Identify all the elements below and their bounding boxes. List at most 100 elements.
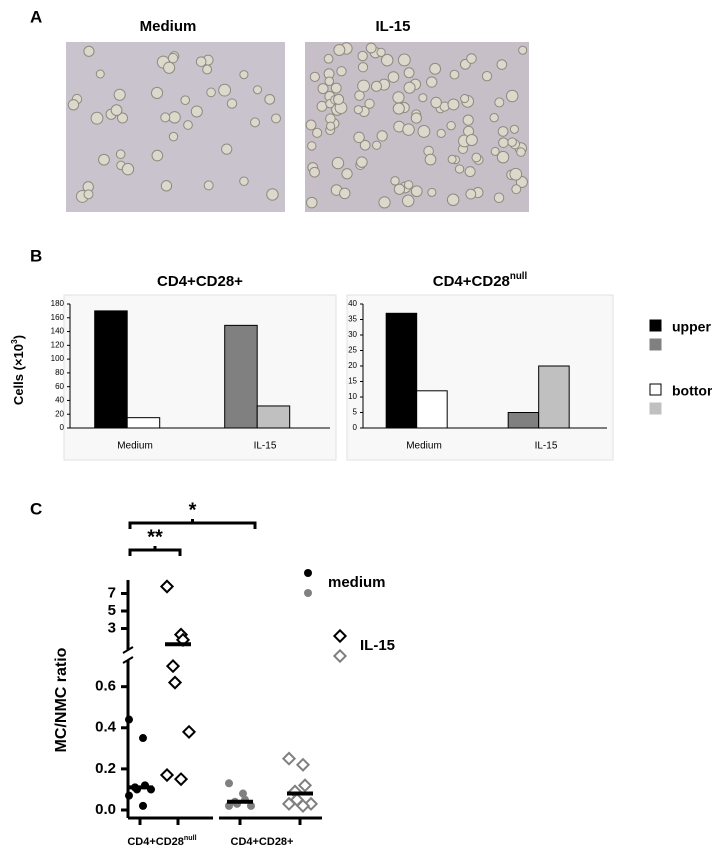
- cell: [331, 156, 345, 170]
- cell: [462, 114, 474, 126]
- point: [295, 798, 311, 813]
- text-part: CD4+CD28+: [231, 836, 294, 848]
- cell: [392, 102, 405, 115]
- cell: [507, 137, 517, 147]
- panel-label: C: [30, 499, 42, 518]
- point: [139, 734, 147, 743]
- cell: [206, 87, 216, 98]
- cell: [113, 88, 126, 101]
- cell: [324, 76, 335, 87]
- cell: [430, 96, 442, 109]
- cell: [90, 111, 104, 125]
- point: [225, 779, 233, 788]
- cell: [466, 53, 477, 64]
- cell: [312, 127, 323, 138]
- y-tick-label: 25: [348, 346, 357, 355]
- cell: [168, 131, 179, 142]
- y-tick-label: 60: [55, 382, 64, 391]
- cell: [403, 81, 416, 94]
- cell: [497, 126, 509, 137]
- y-tick-label: 40: [348, 299, 357, 308]
- cell: [357, 50, 368, 62]
- significance: *: [189, 499, 197, 521]
- point: [247, 801, 255, 810]
- superscript: 3: [9, 339, 19, 344]
- cell: [378, 196, 391, 209]
- text-part: Cells (×10: [11, 344, 26, 405]
- cell: [481, 70, 493, 82]
- cell: [516, 147, 526, 157]
- x-tick-label: IL-15: [254, 441, 277, 452]
- y-tick-label: 20: [55, 409, 64, 418]
- cells: [67, 42, 528, 209]
- image-label: IL-15: [375, 18, 410, 35]
- y-tick-label: 120: [51, 340, 65, 349]
- legend-label: bottom: [672, 383, 712, 399]
- x-tick-label: Medium: [406, 441, 442, 452]
- cell: [464, 166, 476, 178]
- cell: [402, 123, 415, 136]
- cell: [509, 167, 523, 181]
- cell: [239, 176, 249, 187]
- cell: [392, 91, 405, 104]
- point: [281, 796, 297, 811]
- y-tick-label: 7: [108, 584, 116, 601]
- cell: [357, 62, 369, 73]
- cell: [447, 98, 460, 111]
- cell: [271, 113, 281, 124]
- cell: [436, 128, 446, 138]
- cell: [518, 45, 528, 55]
- cell: [83, 45, 95, 57]
- superscript: null: [184, 834, 197, 842]
- axis-break: [122, 646, 134, 654]
- cell: [333, 44, 346, 57]
- y-tick-label: 140: [51, 327, 65, 336]
- cell: [353, 131, 365, 144]
- cell: [203, 180, 214, 191]
- label: CD4+CD28null: [127, 834, 196, 848]
- text-part: CD4+CD28+: [157, 273, 243, 290]
- cell: [359, 139, 371, 151]
- cell: [365, 42, 377, 54]
- cell: [417, 125, 431, 138]
- cell: [511, 184, 522, 195]
- point: [225, 801, 233, 810]
- cell: [401, 194, 415, 208]
- cell: [372, 140, 382, 150]
- significance: **: [147, 526, 163, 548]
- cell: [397, 53, 411, 67]
- legend-marker: [304, 569, 312, 577]
- cell: [333, 93, 345, 105]
- bar: [256, 405, 291, 429]
- y-tick-label: 40: [55, 396, 64, 405]
- cell: [496, 59, 508, 70]
- y-tick-label: 0.0: [95, 801, 116, 818]
- cell: [447, 154, 457, 164]
- cell: [410, 185, 423, 198]
- cell: [250, 117, 260, 128]
- cell: [424, 153, 437, 166]
- cell: [95, 69, 105, 79]
- y-tick-label: 0.2: [95, 760, 116, 777]
- cell: [160, 180, 173, 192]
- y-tick-label: 100: [51, 354, 65, 363]
- point: [173, 772, 189, 787]
- y-tick-label: 35: [348, 315, 357, 324]
- label: CD4+CD28+: [231, 836, 294, 848]
- cell: [67, 99, 80, 111]
- cell: [460, 93, 470, 104]
- legend-marker: [304, 589, 312, 597]
- point: [297, 778, 313, 793]
- point: [125, 791, 133, 800]
- y-tick-label: 160: [51, 313, 65, 322]
- cell: [376, 130, 388, 142]
- cell: [403, 180, 414, 190]
- cell: [98, 153, 110, 166]
- cell: [115, 149, 126, 159]
- x-tick-label: Medium: [117, 441, 153, 452]
- bar: [416, 390, 448, 429]
- cell: [326, 121, 336, 131]
- y-tick-label: 0: [60, 423, 65, 432]
- image-label: Medium: [140, 18, 197, 35]
- legend-label: medium: [328, 574, 386, 591]
